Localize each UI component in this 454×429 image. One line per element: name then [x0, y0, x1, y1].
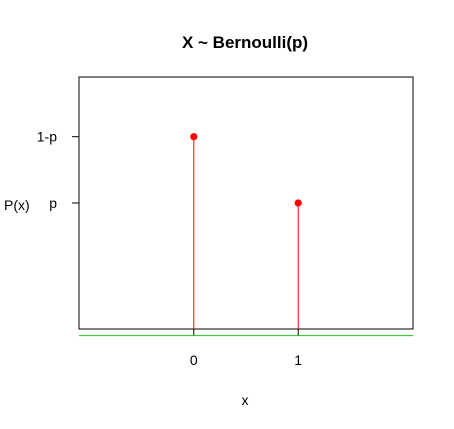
- data-marks: [190, 133, 302, 329]
- x-axis-label: x: [242, 392, 249, 408]
- x-tick-label: 1: [294, 352, 302, 368]
- y-tick-label: p: [49, 195, 57, 211]
- y-axis-ticks: 1-p p: [37, 129, 79, 211]
- data-point: [190, 133, 198, 141]
- chart-title: X ~ Bernoulli(p): [182, 33, 308, 52]
- y-axis-label: P(x): [4, 197, 30, 213]
- x-tick-label: 0: [190, 352, 198, 368]
- y-tick-label: 1-p: [37, 129, 57, 145]
- plot-frame: [78, 76, 414, 330]
- data-point: [294, 199, 302, 207]
